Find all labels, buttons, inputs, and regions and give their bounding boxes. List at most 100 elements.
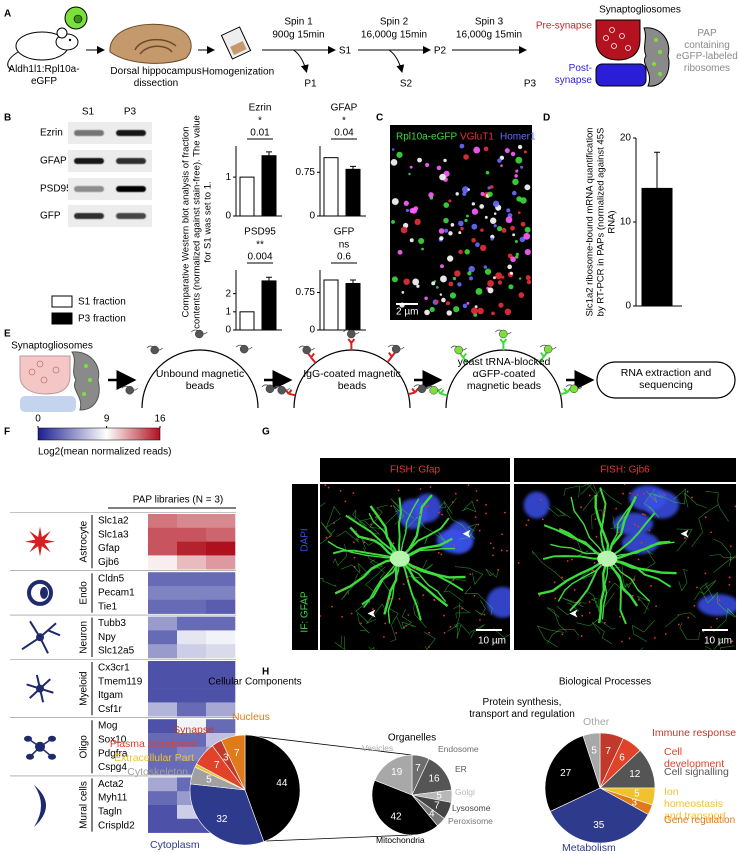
pie-slice (374, 754, 413, 796)
branch-arrow (293, 49, 309, 73)
pie-title: Biological Processes (559, 677, 651, 688)
panel-label: H (262, 667, 269, 678)
heatmap-cell (206, 702, 236, 717)
ribosome (391, 344, 401, 354)
error-bar (266, 151, 272, 156)
vesicle (52, 366, 60, 374)
micrograph-content (320, 484, 510, 650)
pie-title: Cellular Components (208, 677, 301, 688)
heatmap-cell (148, 760, 178, 775)
group-label: Neuron (79, 621, 90, 654)
fish-dot (485, 512, 487, 515)
puncta (508, 284, 514, 290)
fish-dot (696, 586, 698, 589)
fish-dot (527, 519, 530, 522)
astrocyte-process (327, 540, 400, 560)
error-bar (350, 165, 356, 170)
puncta (471, 237, 476, 243)
mouse-ear (56, 27, 68, 39)
fish-dot (629, 492, 631, 495)
process (700, 582, 714, 604)
blot-band (116, 186, 146, 192)
puncta (443, 217, 449, 224)
process (640, 550, 656, 573)
ribosome (84, 364, 88, 368)
vesicle (625, 45, 631, 51)
presynapse (19, 355, 71, 395)
pie-slice (544, 735, 601, 812)
fish-dot (538, 594, 541, 597)
cell-icon (34, 785, 46, 827)
process (334, 635, 346, 650)
puncta (477, 307, 484, 315)
astrocyte-soma (389, 550, 410, 567)
puncta (515, 255, 519, 259)
cell-icon (27, 579, 53, 606)
heatmap-cell (206, 555, 236, 570)
ribosome (454, 345, 463, 355)
antibody (386, 352, 396, 363)
slice-value: 7 (605, 746, 611, 757)
heatmap-cell (148, 805, 178, 820)
process (591, 509, 604, 530)
vesicle (28, 368, 36, 376)
puncta (431, 281, 436, 286)
fish-dot (729, 545, 732, 548)
fish-dot (443, 614, 445, 617)
process (643, 488, 660, 518)
gene-label: Tmem119 (98, 676, 143, 687)
astrocyte-process (599, 487, 609, 560)
fish-dot (427, 504, 429, 507)
ribosome (265, 384, 275, 394)
fish-dot (422, 594, 425, 596)
fish-dot (655, 605, 658, 608)
puncta (487, 191, 493, 197)
ribosome (658, 50, 662, 54)
vesicle (36, 360, 44, 368)
fish-dot (390, 505, 393, 508)
fish-dot (332, 522, 335, 524)
puncta (465, 214, 469, 218)
fish-dot (687, 616, 690, 619)
puncta (391, 220, 395, 224)
blot-label: Ezrin (40, 128, 63, 139)
puncta (458, 231, 462, 235)
astrocyte-process (399, 537, 453, 560)
fish-dot (572, 538, 575, 540)
gene-label: Myh11 (98, 793, 128, 804)
puncta (506, 208, 511, 213)
cell-icon (40, 586, 48, 599)
puncta (501, 275, 505, 279)
blot-label: GFP (40, 211, 61, 222)
puncta (391, 148, 395, 151)
fish-dot (440, 553, 443, 556)
fish-dot (425, 505, 427, 508)
puncta (439, 236, 444, 241)
fish-dot (331, 605, 333, 608)
puncta (464, 218, 468, 223)
fish-dot (473, 594, 476, 597)
fish-dot (428, 631, 431, 634)
puncta (524, 226, 531, 233)
puncta (504, 308, 512, 316)
ribosome (239, 344, 249, 354)
fish-dot (363, 541, 366, 544)
ribosome (150, 345, 159, 355)
puncta (489, 185, 494, 189)
puncta (459, 143, 465, 149)
puncta (512, 233, 516, 237)
puncta (520, 165, 524, 169)
heatmap-cell (177, 572, 207, 587)
bead (293, 349, 411, 409)
fish-dot (384, 622, 387, 625)
fraction-label: P2 (434, 46, 447, 57)
heatmap-cell (148, 586, 178, 601)
process (369, 559, 390, 592)
process (475, 600, 486, 616)
process (556, 602, 580, 615)
heatmap-cell (148, 746, 178, 761)
vesicle (609, 27, 615, 33)
significance: ns (339, 240, 350, 251)
heatmap-cell (177, 527, 207, 542)
fish-dot (419, 488, 422, 490)
